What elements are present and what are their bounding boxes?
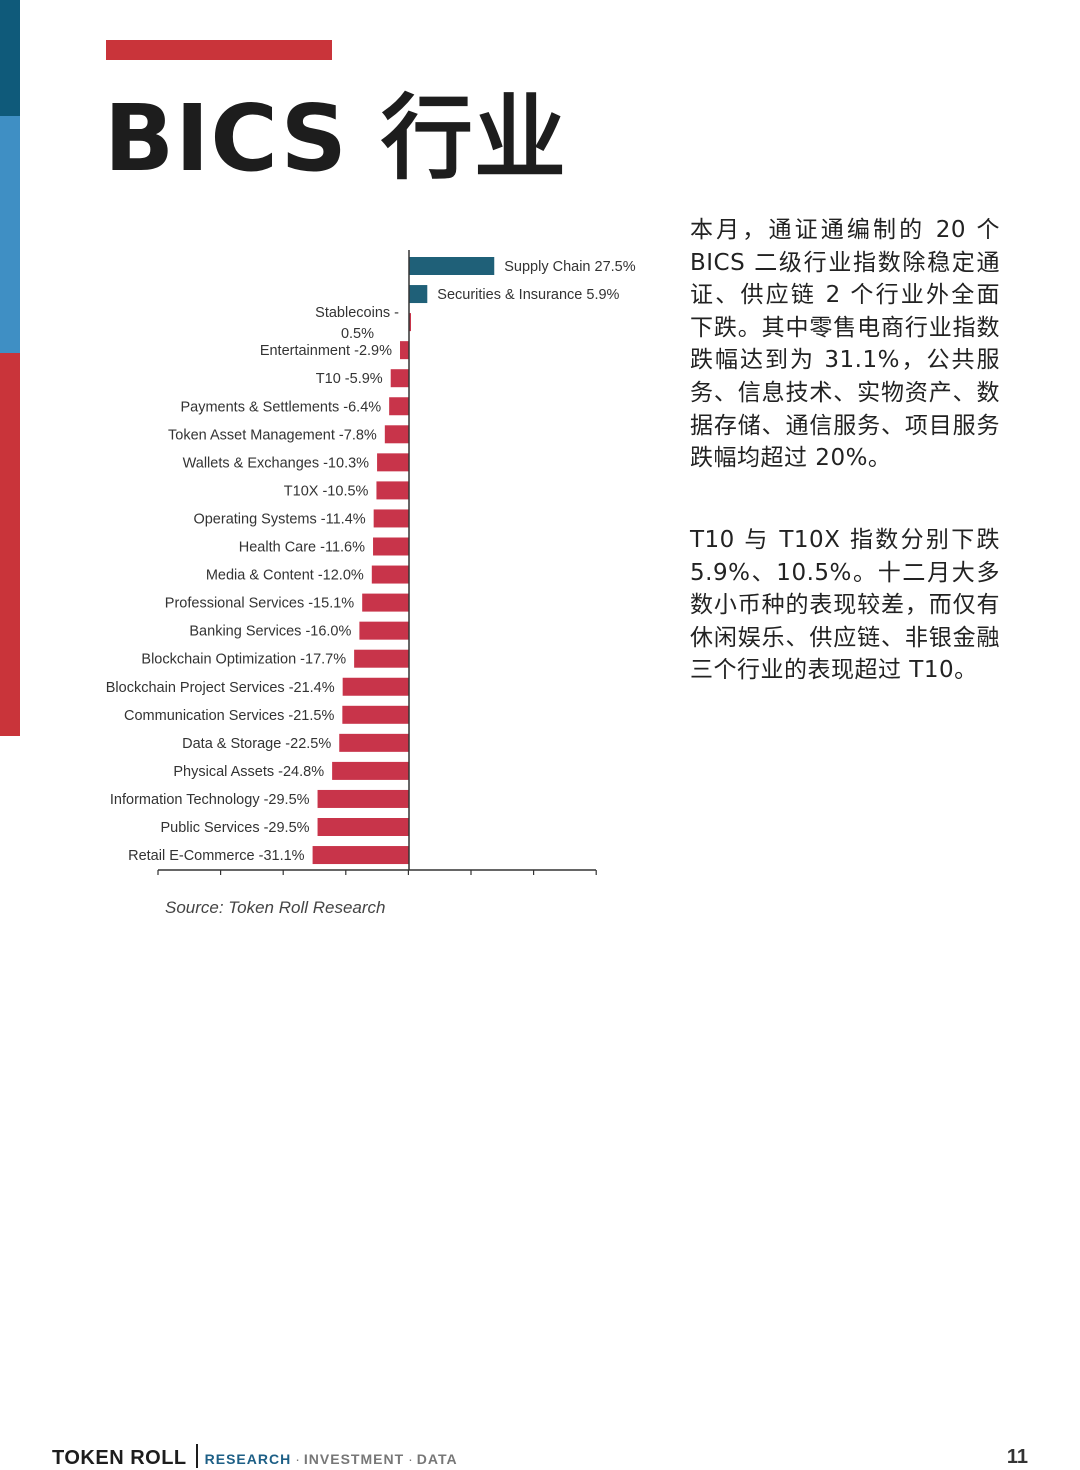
chart-data-label: Supply Chain 27.5% (504, 259, 635, 275)
chart-data-label: Information Technology -29.5% (110, 792, 310, 808)
chart-bar (373, 537, 409, 556)
chart-data-label: Communication Services -21.5% (124, 708, 334, 724)
footer-tag-investment: INVESTMENT (303, 1451, 405, 1467)
chart-source: Source: Token Roll Research (165, 898, 386, 917)
body-paragraph-2: T10 与 T10X 指数分别下跌 5.9%、10.5%。十二月大多数小币种的表… (690, 527, 1000, 684)
chart-data-label: Wallets & Exchanges -10.3% (183, 455, 370, 471)
chart-bar (312, 846, 409, 865)
chart-data-label: Retail E-Commerce -31.1% (128, 848, 305, 864)
chart-data-label: Securities & Insurance 5.9% (437, 287, 619, 303)
footer-brand: TOKEN ROLL (52, 1447, 187, 1469)
chart-bar (389, 397, 409, 416)
chart-bar (342, 705, 409, 724)
chart-data-label: Blockchain Project Services -21.4% (106, 680, 335, 696)
footer-separator-dot: · (408, 1451, 413, 1467)
chart-data-label: Operating Systems -11.4% (193, 511, 365, 527)
footer: TOKEN ROLL RESEARCH · INVESTMENT · DATA (52, 1444, 458, 1470)
body-paragraph-1: 本月，通证通编制的 20 个 BICS 二级行业指数除稳定通证、供应链 2 个行… (690, 217, 1000, 472)
footer-tag-data: DATA (416, 1451, 458, 1467)
chart-data-label: T10X -10.5% (284, 483, 369, 499)
chart-data-label: 0.5% (341, 326, 374, 342)
chart-bar (376, 481, 409, 500)
footer-tag-research: RESEARCH (204, 1451, 292, 1467)
chart-bar (373, 509, 409, 528)
chart-data-label: Payments & Settlements -6.4% (180, 399, 381, 415)
chart-bar (390, 369, 409, 388)
chart-bar (384, 425, 409, 444)
chart-bar (359, 621, 409, 640)
chart-data-label: Blockchain Optimization -17.7% (141, 652, 346, 668)
title-accent-bar (106, 40, 332, 60)
bics-bar-chart: Supply Chain 27.5% Securities & Insurance… (106, 250, 636, 875)
chart-bar (400, 341, 409, 360)
chart-data-label: Public Services -29.5% (160, 820, 309, 836)
chart-bar (377, 453, 409, 472)
chart-data-label: Token Asset Management -7.8% (168, 427, 377, 443)
chart-data-label: T10 -5.9% (316, 371, 383, 387)
chart-bar (354, 649, 409, 668)
chart-data-label: Stablecoins - (315, 305, 399, 321)
chart-data-label: Banking Services -16.0% (189, 624, 351, 640)
side-accent-bar-top (0, 0, 20, 116)
chart-bar (409, 257, 495, 275)
chart-data-label: Entertainment -2.9% (260, 343, 392, 359)
chart-bar (317, 818, 409, 836)
chart-data-label: Data & Storage -22.5% (182, 736, 331, 752)
page-number: 11 (1006, 1446, 1028, 1468)
footer-separator-dot: · (295, 1451, 300, 1467)
chart-bar (362, 593, 409, 612)
side-accent-bar-middle (0, 116, 20, 353)
chart-bar (342, 677, 409, 696)
chart-data-label: Professional Services -15.1% (165, 596, 354, 612)
page-title: BICS 行业 (104, 85, 567, 192)
chart-data-label: Physical Assets -24.8% (173, 764, 324, 780)
chart-bar (339, 733, 409, 752)
chart-bar (317, 789, 409, 808)
chart-bar (332, 761, 409, 780)
chart-bar (409, 285, 428, 304)
side-accent-bar-bottom (0, 353, 20, 736)
chart-data-label: Health Care -11.6% (239, 540, 365, 556)
chart-bar (371, 565, 409, 584)
chart-bar (409, 313, 411, 332)
chart-data-label: Media & Content -12.0% (206, 568, 364, 584)
footer-divider (195, 1444, 198, 1468)
